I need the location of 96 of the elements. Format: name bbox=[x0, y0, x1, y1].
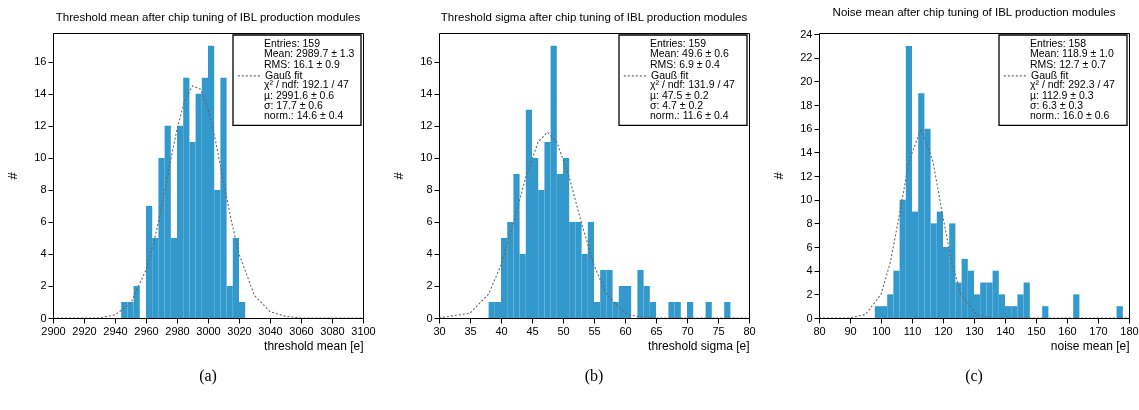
y-tick-label: 2 bbox=[806, 287, 813, 300]
y-tick-label: 0 bbox=[426, 311, 433, 324]
chart-title: Threshold mean after chip tuning of IBL production modules bbox=[55, 10, 361, 23]
x-tick-label: 120 bbox=[934, 324, 953, 337]
x-axis-title: threshold sigma [e] bbox=[648, 338, 750, 353]
y-tick-label: 4 bbox=[426, 247, 433, 260]
annotation: norm.: 16.0 ± 0.6 bbox=[1030, 109, 1110, 122]
y-tick-label: 16 bbox=[800, 122, 813, 135]
x-axis-title: threshold mean [e] bbox=[264, 338, 364, 353]
x-tick-label: 35 bbox=[464, 324, 477, 337]
y-tick-label: 12 bbox=[800, 169, 813, 182]
y-tick-label: 22 bbox=[800, 51, 813, 64]
x-tick-label: 130 bbox=[965, 324, 984, 337]
y-tick-label: 2 bbox=[426, 279, 433, 292]
y-tick-label: 10 bbox=[34, 151, 47, 164]
x-tick-label: 3060 bbox=[289, 324, 314, 337]
annotation: Mean: 49.6 ± 0.6 bbox=[650, 47, 729, 60]
y-tick-label: 12 bbox=[34, 119, 47, 132]
x-tick-label: 100 bbox=[872, 324, 891, 337]
text: (a) bbox=[199, 367, 217, 385]
x-tick-label: 2960 bbox=[134, 324, 159, 337]
x-tick-label: 150 bbox=[1027, 324, 1046, 337]
x-tick-label: 2900 bbox=[41, 324, 66, 337]
legend-label: Gauß fit bbox=[265, 68, 303, 81]
x-tick-label: 45 bbox=[526, 324, 539, 337]
y-tick-label: 20 bbox=[800, 74, 813, 87]
y-tick-label: 14 bbox=[420, 87, 433, 100]
y-tick-label: 10 bbox=[800, 193, 813, 206]
x-tick-label: 30 bbox=[433, 324, 446, 337]
y-tick-label: 8 bbox=[806, 216, 813, 229]
y-tick-label: 12 bbox=[420, 119, 433, 132]
x-tick-label: 110 bbox=[903, 324, 922, 337]
x-tick-label: 160 bbox=[1058, 324, 1077, 337]
line-series bbox=[439, 131, 749, 318]
annotation: Entries: 159 bbox=[650, 37, 707, 49]
y-tick-label: 8 bbox=[426, 183, 433, 196]
y-axis-title: # bbox=[5, 171, 21, 180]
y-tick-label: 10 bbox=[420, 151, 433, 164]
x-tick-label: 2920 bbox=[72, 324, 97, 337]
text: (c) bbox=[965, 367, 983, 385]
y-tick-label: 8 bbox=[40, 183, 47, 196]
x-tick-label: 70 bbox=[681, 324, 694, 337]
x-tick-label: 3000 bbox=[196, 324, 221, 337]
x-tick-label: 55 bbox=[588, 324, 601, 337]
annotation: RMS: 16.1 ± 0.9 bbox=[264, 57, 340, 70]
y-tick-label: 18 bbox=[800, 98, 813, 111]
text: (b) bbox=[584, 367, 604, 385]
annotation: Entries: 158 bbox=[1030, 37, 1087, 49]
y-tick-label: 0 bbox=[806, 311, 813, 324]
annotation: RMS: 6.9 ± 0.4 bbox=[650, 57, 721, 70]
annotation: Entries: 159 bbox=[264, 37, 321, 49]
line-series bbox=[819, 128, 1129, 318]
y-tick-label: 4 bbox=[806, 264, 813, 277]
x-tick-label: 90 bbox=[844, 324, 857, 337]
y-tick-label: 14 bbox=[800, 145, 813, 158]
x-tick-label: 2980 bbox=[165, 324, 190, 337]
x-tick-label: 170 bbox=[1089, 324, 1108, 337]
x-tick-label: 180 bbox=[1120, 324, 1139, 337]
y-tick-label: 16 bbox=[420, 55, 433, 68]
annotation: norm.: 11.6 ± 0.4 bbox=[650, 109, 729, 122]
y-tick-label: 0 bbox=[40, 311, 47, 324]
y-tick-label: 16 bbox=[34, 55, 47, 68]
x-tick-label: 50 bbox=[557, 324, 570, 337]
x-tick-label: 3040 bbox=[258, 324, 283, 337]
annotation: χ² / ndf: 192.1 / 47 bbox=[264, 78, 350, 91]
x-tick-label: 60 bbox=[619, 324, 632, 337]
y-tick-label: 2 bbox=[40, 279, 47, 292]
annotation: Mean: 2989.7 ± 1.3 bbox=[264, 47, 355, 60]
y-tick-label: 4 bbox=[40, 247, 47, 260]
y-axis-title: # bbox=[771, 171, 787, 180]
y-axis-title: # bbox=[391, 171, 407, 180]
annotation: χ² / ndf: 131.9 / 47 bbox=[650, 78, 736, 91]
y-tick-label: 6 bbox=[40, 215, 47, 228]
annotation: norm.: 14.6 ± 0.4 bbox=[264, 109, 344, 122]
legend-label: Gauß fit bbox=[651, 68, 689, 81]
x-tick-label: 2940 bbox=[103, 324, 128, 337]
legend-label: Gauß fit bbox=[1031, 68, 1069, 81]
y-tick-label: 14 bbox=[34, 87, 47, 100]
y-tick-label: 24 bbox=[800, 27, 813, 40]
x-tick-label: 80 bbox=[813, 324, 826, 337]
x-tick-label: 75 bbox=[712, 324, 725, 337]
x-tick-label: 40 bbox=[495, 324, 508, 337]
annotation: Mean: 118.9 ± 1.0 bbox=[1030, 47, 1114, 60]
x-tick-label: 3100 bbox=[351, 324, 376, 337]
x-tick-label: 3080 bbox=[320, 324, 345, 337]
x-tick-label: 140 bbox=[996, 324, 1015, 337]
x-tick-label: 65 bbox=[650, 324, 663, 337]
y-tick-label: 6 bbox=[426, 215, 433, 228]
annotation: χ² / ndf: 292.3 / 47 bbox=[1030, 78, 1116, 91]
y-tick-label: 6 bbox=[806, 240, 813, 253]
x-tick-label: 3020 bbox=[227, 324, 252, 337]
x-tick-label: 80 bbox=[743, 324, 756, 337]
annotation: RMS: 12.7 ± 0.7 bbox=[1030, 57, 1106, 70]
chart-title: Noise mean after chip tuning of IBL production modules bbox=[832, 5, 1116, 18]
x-axis-title: noise mean [e] bbox=[1050, 338, 1130, 353]
chart-title: Threshold sigma after chip tuning of IBL production modules bbox=[440, 10, 748, 23]
